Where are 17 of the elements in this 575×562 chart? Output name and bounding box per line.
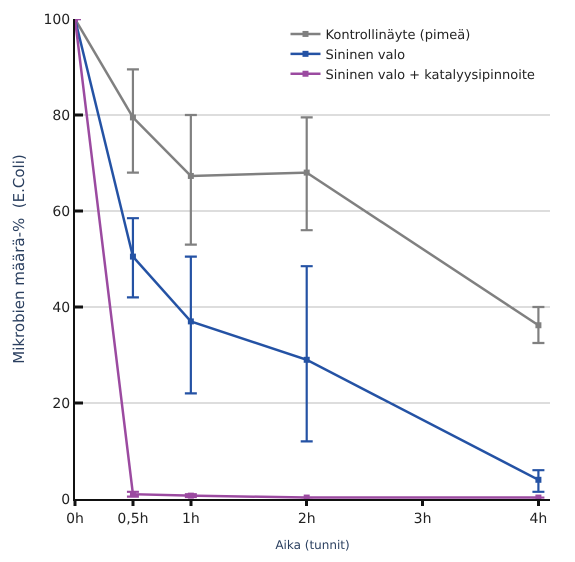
x-tick-label: 3h (414, 510, 432, 527)
legend-label: Sininen valo (326, 48, 406, 63)
y-axis-title: Mikrobien määrä-% (E.Coli) (10, 154, 28, 364)
y-tick-label: 60 (52, 204, 70, 220)
y-tick-label: 80 (52, 108, 70, 124)
x-tick-label: 0h (66, 510, 84, 527)
y-tick-label: 100 (43, 12, 70, 28)
x-tick-label: 0,5h (117, 510, 148, 527)
y-tick-label: 20 (52, 396, 70, 412)
x-axis-title: Aika (tunnit) (275, 538, 350, 552)
legend-label: Kontrollinäyte (pimeä) (326, 28, 470, 44)
y-tick-label: 0 (61, 492, 70, 508)
legend-label: Sininen valo + katalyysipinnoite (326, 68, 535, 83)
x-tick-label: 2h (298, 510, 316, 527)
x-tick-label: 1h (182, 510, 200, 527)
x-tick-label: 4h (530, 510, 548, 527)
y-tick-label: 40 (52, 300, 70, 316)
